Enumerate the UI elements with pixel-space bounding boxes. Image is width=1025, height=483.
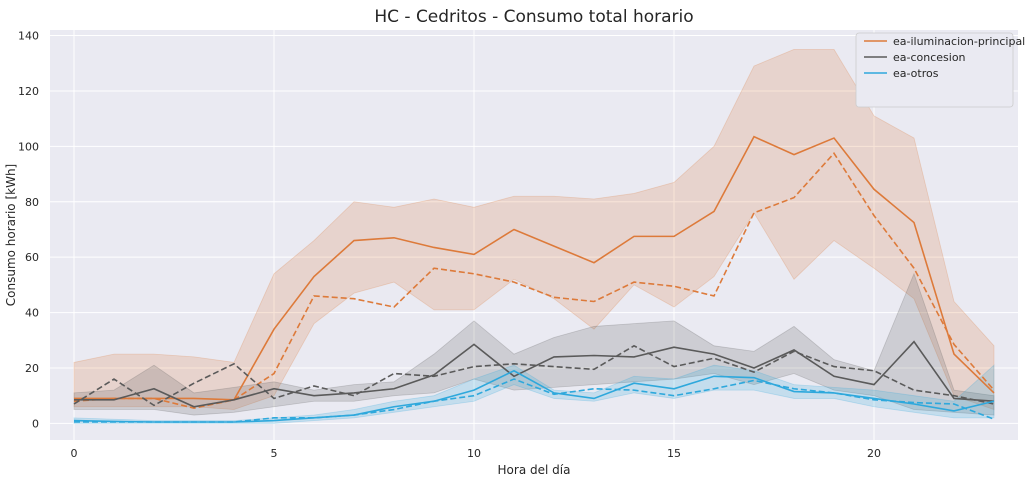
- y-tick-label: 20: [25, 362, 39, 375]
- x-tick-label: 20: [867, 447, 881, 460]
- grid-lines: [50, 30, 1018, 440]
- legend-label-iluminacion: ea-iluminacion-principal: [893, 35, 1025, 48]
- series-lines: [73, 135, 995, 423]
- x-tick-label: 5: [271, 447, 278, 460]
- x-axis-label: Hora del día: [498, 463, 571, 477]
- legend-box: [855, 32, 1014, 108]
- dashed-line-ea-concesion: [73, 344, 995, 407]
- chart-title: HC - Cedritos - Consumo total horario: [374, 7, 693, 27]
- legend-label-concesion: ea-concesion: [893, 51, 966, 64]
- line-ea-iluminacion-principal: [74, 135, 995, 401]
- y-tick-label: 60: [25, 251, 39, 264]
- x-tick-label: 10: [467, 447, 481, 460]
- line-ea-otros: [73, 369, 995, 423]
- x-tick-label: 0: [71, 447, 78, 460]
- confidence-bands: [73, 48, 995, 424]
- line-ea-concesion: [74, 340, 995, 408]
- legend: ea-iluminacion-principal ea-concesion ea…: [855, 32, 1025, 108]
- y-tick-label: 100: [18, 140, 39, 153]
- y-tick-label: 0: [32, 417, 39, 430]
- y-tick-label: 120: [18, 85, 39, 98]
- y-axis-label: Consumo horario [kWh]: [4, 164, 18, 306]
- y-tick-label: 40: [25, 307, 39, 320]
- y-tick-label: 140: [18, 30, 39, 43]
- band-ea-iluminacion-principal: [73, 48, 995, 411]
- band-ea-otros: [73, 364, 995, 424]
- band-ea-concesion: [73, 272, 995, 416]
- legend-label-otros: ea-otros: [893, 67, 939, 80]
- y-tick-label: 80: [25, 196, 39, 209]
- x-tick-labels: 0 5 10 15 20: [71, 447, 882, 460]
- x-tick-label: 15: [667, 447, 681, 460]
- y-tick-labels: 0 20 40 60 80 100 120 140: [18, 30, 39, 431]
